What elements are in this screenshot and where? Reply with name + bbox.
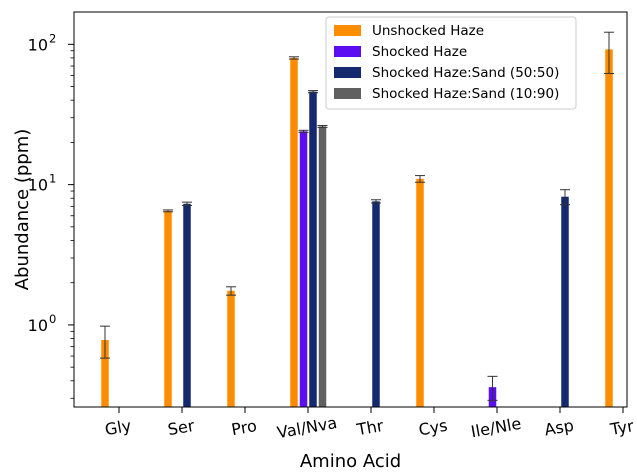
bar: [101, 340, 109, 407]
y-axis-title: Abundance (ppm): [12, 129, 33, 291]
legend-swatch: [334, 25, 361, 36]
x-axis-title: Amino Acid: [300, 451, 401, 472]
legend-swatch: [334, 88, 361, 99]
legend-items: Unshocked Haze Shocked Haze Shocked Haze:S…: [334, 23, 559, 102]
legend-label: Shocked Haze:Sand (10:90): [372, 86, 559, 102]
x-tick-label: Pro: [230, 416, 258, 439]
x-tick-label: Gly: [103, 416, 132, 439]
bar: [605, 49, 613, 407]
legend-label: Unshocked Haze: [372, 23, 484, 39]
legend-label: Shocked Haze:Sand (50:50): [372, 65, 559, 81]
bar: [290, 57, 298, 407]
bar: [227, 290, 235, 407]
y-tick-exponent: 2: [49, 31, 56, 45]
legend: Unshocked Haze Shocked Haze Shocked Haze:S…: [325, 16, 577, 110]
bar: [299, 131, 308, 407]
bar: [416, 178, 424, 407]
plot-frame: [73, 11, 628, 408]
bar: [561, 196, 569, 407]
bar: [318, 126, 327, 408]
bar: [183, 203, 191, 407]
y-tick-exponent: 0: [49, 312, 56, 326]
legend-label: Shocked Haze: [372, 44, 467, 60]
x-tick-label: Asp: [543, 416, 575, 440]
bars-layer: [101, 49, 613, 408]
x-tick-label: Ser: [166, 416, 196, 439]
x-tick-label: Tyr: [608, 416, 636, 439]
x-tick-label: Ile/Nle: [469, 414, 522, 442]
x-tick-label: Thr: [354, 416, 385, 440]
legend-swatch: [334, 67, 361, 78]
y-tick-label: 10: [28, 316, 48, 335]
y-tick-label: 10: [28, 176, 48, 195]
y-tick-label: 10: [28, 35, 48, 54]
error-bars-layer: [100, 31, 614, 401]
bar: [164, 210, 172, 407]
bar: [372, 201, 380, 407]
legend-box: [325, 16, 577, 110]
legend-swatch: [334, 46, 361, 57]
x-tick-label: Val/Nva: [276, 413, 339, 442]
bar: [309, 91, 317, 407]
y-tick-exponent: 1: [49, 172, 56, 186]
x-tick-label: Cys: [417, 416, 449, 440]
x-axis-ticks: Gly Ser Pro Val/Nva Thr Cys Ile/Nle Asp Tyr: [103, 407, 636, 442]
